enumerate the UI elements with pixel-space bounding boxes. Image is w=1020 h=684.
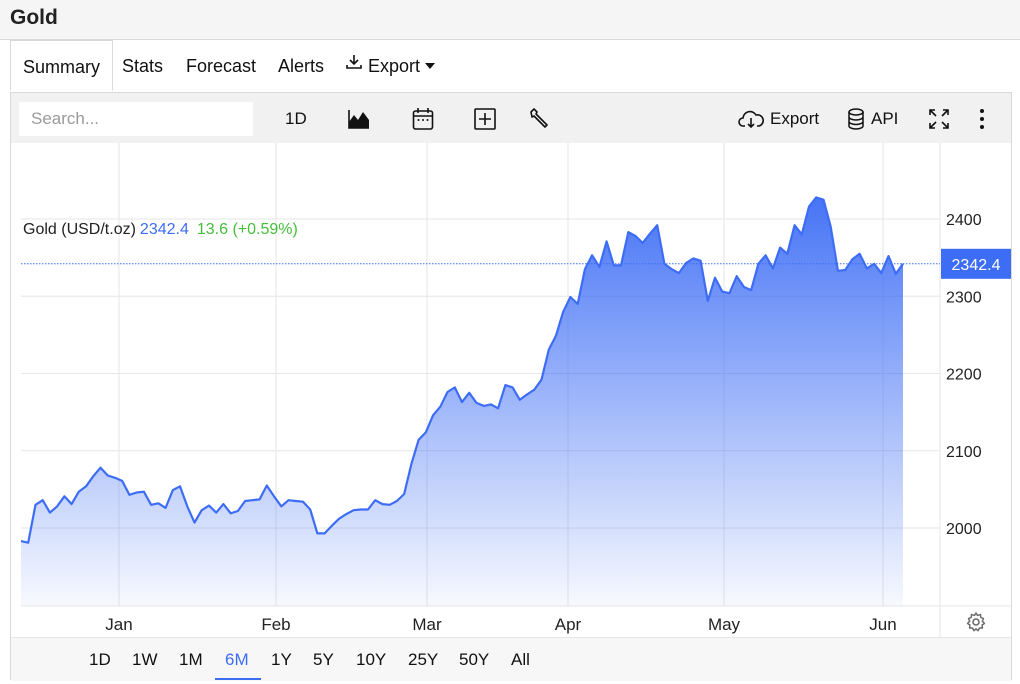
range-1y[interactable]: 1Y: [271, 650, 292, 669]
y-tick-label: 2100: [946, 444, 982, 461]
last-value-badge: [941, 248, 1011, 279]
tab-label: Alerts: [278, 56, 325, 76]
tab-label: Forecast: [186, 56, 257, 76]
interval-button[interactable]: 1D: [285, 106, 307, 132]
page-title: Gold: [10, 6, 58, 29]
range-5y[interactable]: 5Y: [313, 650, 334, 669]
settings-tools-button[interactable]: [528, 106, 550, 132]
title-bar: Gold: [0, 0, 1020, 40]
chart-toolbar: 1D Export: [11, 93, 1011, 143]
y-tick-label: 2300: [946, 289, 982, 306]
chart-svg: 2000 2100 2200 2300 2400 Jan Feb Mar Apr May Jun 23…: [20, 143, 1011, 637]
calendar-icon: [412, 107, 434, 131]
range-1m[interactable]: 1M: [179, 650, 203, 669]
series-line: [20, 196, 904, 544]
api-label: API: [871, 109, 899, 128]
database-icon: [847, 108, 865, 130]
last-value-label: 2342.4: [952, 257, 1001, 274]
tab-label: Summary: [23, 57, 101, 77]
fullscreen-button[interactable]: [928, 106, 950, 132]
x-tick-label: Jan: [105, 615, 132, 634]
api-button[interactable]: API: [847, 106, 898, 132]
tab-alerts[interactable]: Alerts: [278, 40, 324, 91]
series-area: [21, 197, 903, 606]
x-tick-label: Mar: [412, 615, 442, 634]
tab-label: Export: [368, 56, 421, 76]
area-layer: [20, 196, 940, 606]
range-1d[interactable]: 1D: [89, 650, 111, 669]
calendar-button[interactable]: [412, 106, 434, 132]
search-input[interactable]: [19, 102, 253, 136]
wrench-icon: [528, 108, 550, 130]
plus-square-icon: [474, 108, 496, 130]
y-tick-label: 2400: [946, 212, 982, 229]
area-chart-icon: [347, 108, 371, 130]
x-tick-label: May: [708, 615, 741, 634]
tab-export[interactable]: Export: [345, 39, 436, 91]
x-tick-label: Jun: [869, 615, 896, 634]
tab-bar: Summary Stats Forecast Alerts Export: [10, 39, 1020, 91]
legend-change: 13.6 (+0.59%): [196, 221, 298, 238]
x-tick-label: Feb: [261, 615, 290, 634]
more-options-button[interactable]: [978, 106, 986, 132]
export-button[interactable]: Export: [738, 106, 819, 132]
x-tick-label: Apr: [555, 615, 582, 634]
range-25y[interactable]: 25Y: [408, 650, 439, 669]
expand-icon: [928, 108, 950, 130]
tab-summary[interactable]: Summary: [10, 40, 114, 91]
tab-label: Stats: [122, 56, 164, 76]
interval-label: 1D: [285, 109, 307, 128]
legend-name: Gold (USD/t.oz): [23, 221, 136, 238]
range-10y[interactable]: 10Y: [356, 650, 387, 669]
axis-layer: 2000 2100 2200 2300 2400 Jan Feb Mar Apr May Jun 23…: [105, 212, 1011, 634]
range-all[interactable]: All: [511, 650, 530, 669]
chart-type-button[interactable]: [347, 106, 371, 132]
tab-stats[interactable]: Stats: [122, 40, 163, 91]
legend-price: 2342.4: [139, 221, 189, 238]
download-icon: [345, 39, 363, 91]
active-range-indicator: [215, 678, 261, 680]
export-label: Export: [770, 109, 820, 128]
range-50y[interactable]: 50Y: [459, 650, 490, 669]
price-chart[interactable]: 2000 2100 2200 2300 2400 Jan Feb Mar Apr May Jun 23…: [11, 143, 1011, 637]
chart-settings-button[interactable]: [965, 611, 987, 633]
more-vertical-icon: [978, 108, 986, 130]
range-6m[interactable]: 6M: [225, 650, 249, 669]
y-tick-label: 2200: [946, 367, 982, 384]
chart-legend: Gold (USD/t.oz) 2342.4 13.6 (+0.59%): [23, 221, 298, 239]
tab-forecast[interactable]: Forecast: [186, 40, 256, 91]
chart-panel: 1D Export: [10, 92, 1012, 681]
range-selector: 1D 1W 1M 6M 1Y 5Y 10Y 25Y 50Y All: [11, 637, 1011, 681]
cloud-download-icon: [738, 109, 764, 129]
range-1w[interactable]: 1W: [132, 650, 158, 669]
gear-icon: [965, 612, 987, 637]
add-comparison-button[interactable]: [474, 106, 496, 132]
caret-down-icon: [425, 62, 436, 69]
y-tick-label: 2000: [946, 521, 982, 538]
